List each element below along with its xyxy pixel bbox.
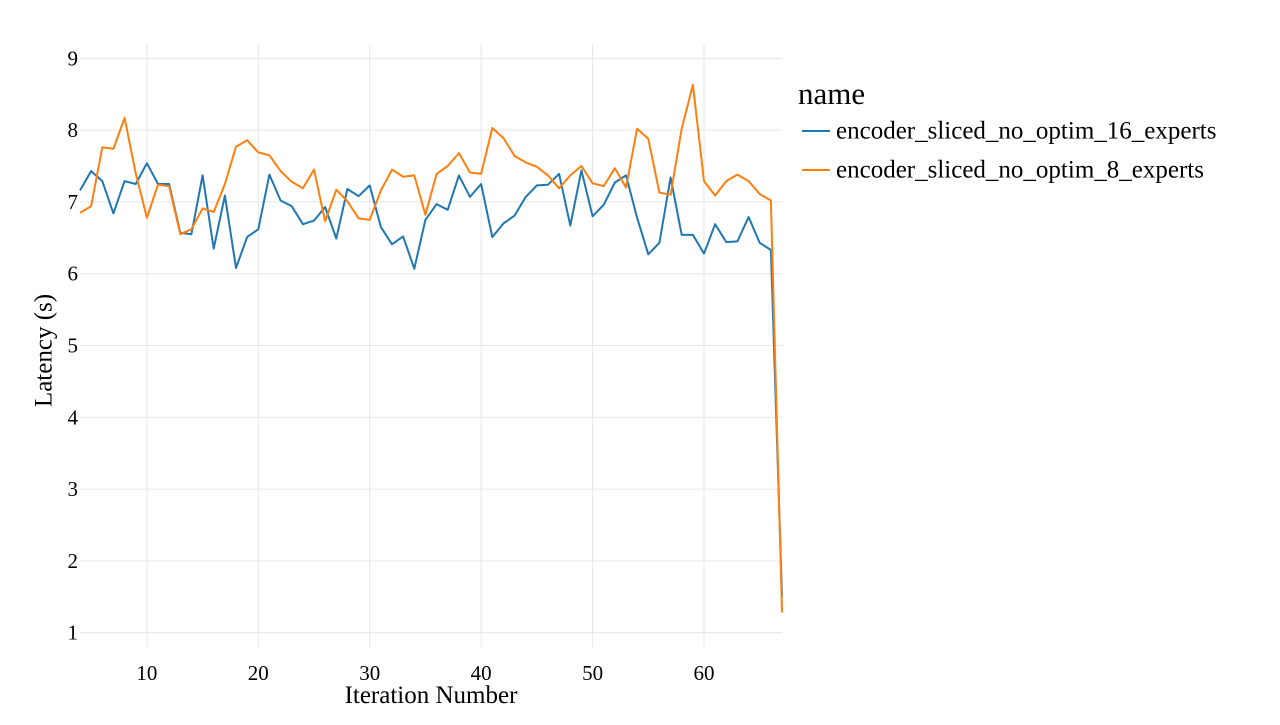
legend-label-2: encoder_sliced_no_optim_8_experts xyxy=(836,157,1204,184)
x-tick-label: 30 xyxy=(359,661,380,685)
y-tick-label: 5 xyxy=(68,334,79,358)
x-tick-label: 10 xyxy=(136,661,157,685)
x-tick-label: 60 xyxy=(694,661,715,685)
x-tick-label: 50 xyxy=(582,661,603,685)
x-tick-label: 40 xyxy=(471,661,492,685)
legend-label-1: encoder_sliced_no_optim_16_experts xyxy=(836,118,1216,145)
series-lines xyxy=(79,83,783,613)
y-tick-label: 2 xyxy=(68,549,79,573)
series-line-1 xyxy=(79,162,783,597)
tick-labels: 10 20 30 40 50 60 1 2 3 4 5 6 7 8 9 xyxy=(68,46,715,685)
y-tick-label: 4 xyxy=(68,405,79,429)
legend-title: name xyxy=(798,76,865,111)
grid xyxy=(80,44,782,647)
y-axis-title: Latency (s) xyxy=(31,294,58,407)
y-tick-label: 3 xyxy=(68,477,79,501)
x-axis-title: Iteration Number xyxy=(345,682,519,709)
y-tick-label: 9 xyxy=(68,46,79,70)
y-tick-label: 8 xyxy=(68,118,79,142)
y-tick-label: 6 xyxy=(68,262,79,286)
y-tick-label: 7 xyxy=(68,190,79,214)
series-line-2 xyxy=(79,83,783,613)
y-tick-label: 1 xyxy=(68,621,79,645)
x-tick-label: 20 xyxy=(248,661,269,685)
legend: name encoder_sliced_no_optim_16_expertse… xyxy=(798,76,1216,184)
